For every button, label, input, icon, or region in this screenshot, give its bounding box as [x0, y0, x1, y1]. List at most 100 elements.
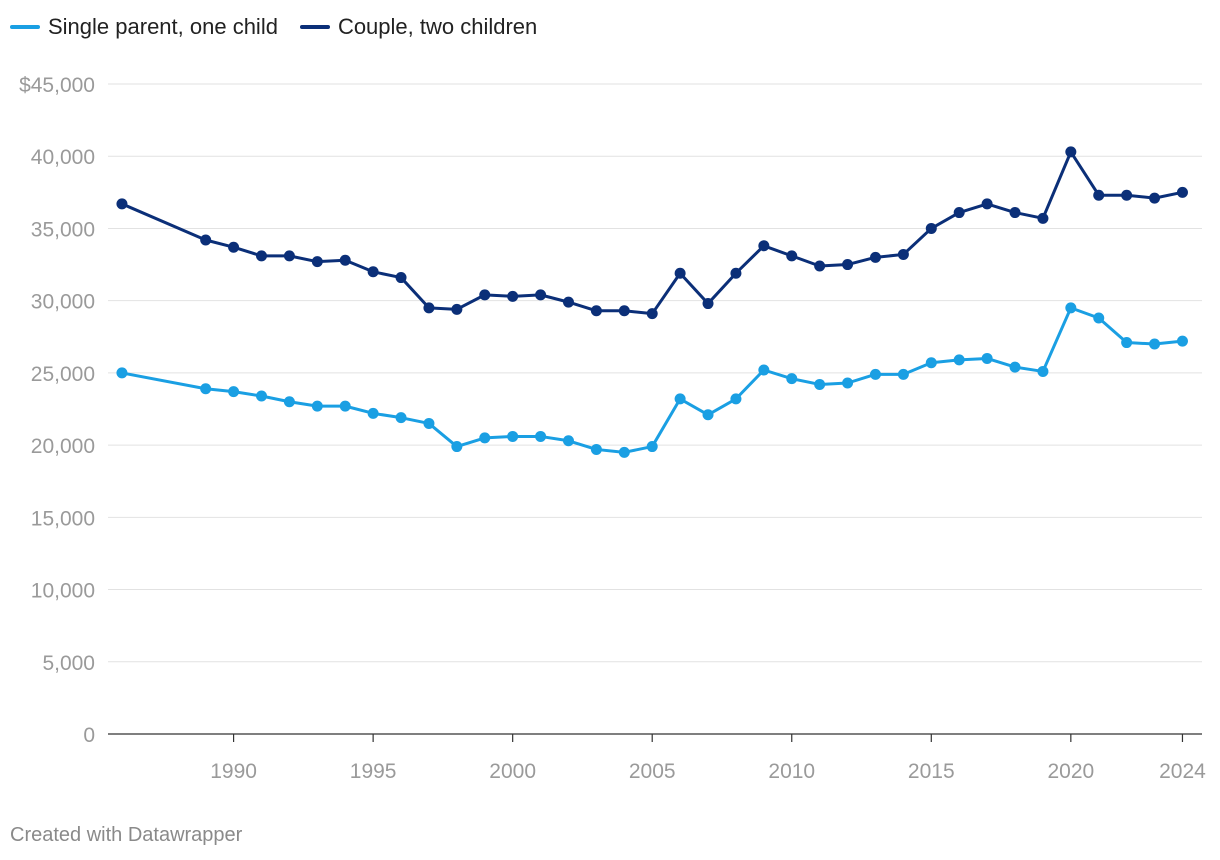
data-point-couple [618, 305, 630, 317]
data-point-couple [228, 241, 240, 253]
data-point-couple [451, 303, 463, 315]
data-point-single-parent [869, 368, 881, 380]
data-point-couple [1009, 207, 1021, 219]
data-point-couple [953, 207, 965, 219]
legend: Single parent, one child Couple, two chi… [10, 14, 537, 40]
data-point-couple [702, 298, 714, 310]
data-point-single-parent [311, 400, 323, 412]
y-tick-label: 25,000 [31, 363, 95, 386]
data-point-single-parent [562, 435, 574, 447]
data-point-couple [339, 254, 351, 266]
data-point-single-parent [758, 364, 770, 376]
data-point-couple [1149, 192, 1161, 204]
data-point-couple [283, 250, 295, 262]
data-point-single-parent [395, 412, 407, 424]
data-point-single-parent [730, 393, 742, 405]
data-point-couple [1121, 189, 1133, 201]
data-point-single-parent [423, 417, 435, 429]
legend-item-couple: Couple, two children [299, 14, 538, 40]
legend-item-single-parent: Single parent, one child [10, 14, 278, 40]
x-tick-label: 2010 [768, 760, 815, 783]
data-point-single-parent [200, 383, 212, 395]
y-tick-label: $45,000 [19, 74, 95, 97]
data-point-single-parent [451, 441, 463, 453]
data-point-single-parent [1009, 361, 1021, 373]
y-tick-label: 40,000 [31, 146, 95, 169]
footer-credit: Created with Datawrapper [10, 824, 243, 846]
data-point-couple [116, 198, 128, 210]
data-point-single-parent [814, 378, 826, 390]
data-point-single-parent [1065, 302, 1077, 314]
legend-swatch-single-parent [10, 25, 40, 29]
data-point-single-parent [116, 367, 128, 379]
data-point-couple [367, 266, 379, 278]
data-point-couple [674, 267, 686, 279]
data-point-single-parent [925, 357, 937, 369]
data-point-couple [1037, 212, 1049, 224]
data-point-couple [842, 259, 854, 271]
data-point-single-parent [1176, 335, 1188, 347]
y-tick-label: 15,000 [31, 507, 95, 530]
y-tick-label: 10,000 [31, 580, 95, 603]
data-point-couple [925, 222, 937, 234]
data-point-single-parent [981, 352, 993, 364]
data-point-couple [981, 198, 993, 210]
y-tick-label: 35,000 [31, 218, 95, 241]
y-tick-label: 20,000 [31, 435, 95, 458]
x-tick-label: 2015 [908, 760, 955, 783]
legend-label-couple: Couple, two children [337, 14, 538, 39]
data-point-single-parent [1149, 338, 1161, 350]
data-point-couple [646, 308, 658, 320]
data-point-couple [479, 289, 491, 301]
x-tick-label: 1990 [210, 760, 257, 783]
data-point-couple [730, 267, 742, 279]
data-point-single-parent [228, 386, 240, 398]
y-tick-label: 0 [83, 724, 95, 747]
data-point-single-parent [646, 441, 658, 453]
legend-label-single-parent: Single parent, one child [48, 14, 278, 39]
data-point-single-parent [702, 409, 714, 421]
x-tick-label: 2024 [1159, 760, 1206, 783]
data-point-couple [786, 250, 798, 262]
data-point-single-parent [1093, 312, 1105, 324]
data-point-couple [814, 260, 826, 272]
data-point-single-parent [367, 407, 379, 419]
series-line-single-parent [120, 306, 1184, 454]
series-line-couple [120, 150, 1184, 316]
data-point-single-parent [1121, 337, 1133, 349]
data-point-couple [1093, 189, 1105, 201]
data-point-single-parent [507, 430, 519, 442]
data-point-single-parent [590, 443, 602, 455]
data-point-single-parent [339, 400, 351, 412]
data-point-single-parent [283, 396, 295, 408]
x-tick-label: 1995 [350, 760, 397, 783]
data-point-couple [255, 250, 267, 262]
data-point-couple [535, 289, 547, 301]
data-point-single-parent [674, 393, 686, 405]
data-point-couple [200, 234, 212, 246]
data-point-couple [758, 240, 770, 252]
data-point-single-parent [897, 368, 909, 380]
data-point-couple [1065, 146, 1077, 158]
y-tick-label: 30,000 [31, 291, 95, 314]
data-point-single-parent [842, 377, 854, 389]
data-point-couple [1176, 186, 1188, 198]
data-point-couple [562, 296, 574, 308]
data-point-single-parent [255, 390, 267, 402]
data-point-single-parent [618, 446, 630, 458]
x-tick-label: 2000 [489, 760, 536, 783]
data-point-single-parent [953, 354, 965, 366]
data-point-couple [423, 302, 435, 314]
data-point-single-parent [535, 430, 547, 442]
data-point-single-parent [786, 373, 798, 385]
data-point-single-parent [1037, 365, 1049, 377]
data-point-single-parent [479, 432, 491, 444]
y-tick-label: 5,000 [42, 652, 95, 675]
data-point-couple [311, 256, 323, 268]
x-tick-label: 2005 [629, 760, 676, 783]
data-point-couple [395, 272, 407, 284]
legend-swatch-couple [299, 25, 330, 29]
x-tick-label: 2020 [1047, 760, 1094, 783]
data-point-couple [897, 248, 909, 260]
